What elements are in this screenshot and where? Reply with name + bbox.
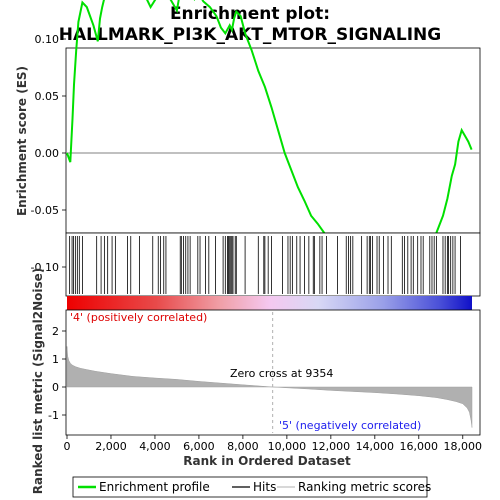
es-y-tick-label: 0.05 [35,90,60,103]
hit-marks [69,236,461,294]
x-tick-label: 10,000 [268,440,307,453]
x-tick-label: 2,000 [95,440,127,453]
metric-y-tick-label: 2 [52,325,59,338]
es-y-axis-label: Enrichment score (ES) [15,66,29,216]
es-panel-frame [65,47,481,234]
negative-correlation-label: '5' (negatively correlated) [279,419,421,432]
legend-enrichment-label: Enrichment profile [99,480,210,494]
legend-hits-label: Hits [253,480,276,494]
x-tick-label: 0 [64,440,71,453]
positive-correlation-label: '4' (positively correlated) [70,311,207,324]
chart-title-line1: Enrichment plot: [170,4,330,24]
x-axis-label: Rank in Ordered Dataset [183,454,351,468]
x-axis-ticks: 0 2,000 4,000 6,000 8,000 10,000 12,000 14,000 1… [64,435,483,453]
metric-y-axis-label: Ranked list metric (Signal2Noise) [31,268,45,495]
x-tick-label: 8,000 [227,440,259,453]
metric-y-tick-label: 1 [52,353,59,366]
x-tick-label: 4,000 [139,440,171,453]
x-tick-label: 12,000 [312,440,351,453]
es-y-tick-label: 0.10 [35,33,60,46]
es-y-tick-label: -0.10 [31,261,59,274]
metric-y-tick-label: -1 [48,409,59,422]
es-y-ticks: 0.150.100.050.00-0.05-0.10 [31,33,66,274]
rank-color-bar [67,296,472,310]
ranking-metric-area [66,346,473,428]
x-tick-label: 6,000 [183,440,215,453]
legend-metric-label: Ranking metric scores [298,480,431,494]
metric-y-tick-label: 0 [52,381,59,394]
es-y-tick-label: -0.05 [31,204,59,217]
zero-cross-label: Zero cross at 9354 [230,367,333,380]
x-tick-label: 16,000 [400,440,439,453]
es-y-tick-label: 0.00 [35,147,60,160]
metric-y-ticks: 2 1 0 -1 [48,325,66,422]
x-tick-label: 14,000 [356,440,395,453]
chart-title-line2: HALLMARK_PI3K_AKT_MTOR_SIGNALING [59,25,441,45]
x-tick-label: 18,000 [444,440,483,453]
